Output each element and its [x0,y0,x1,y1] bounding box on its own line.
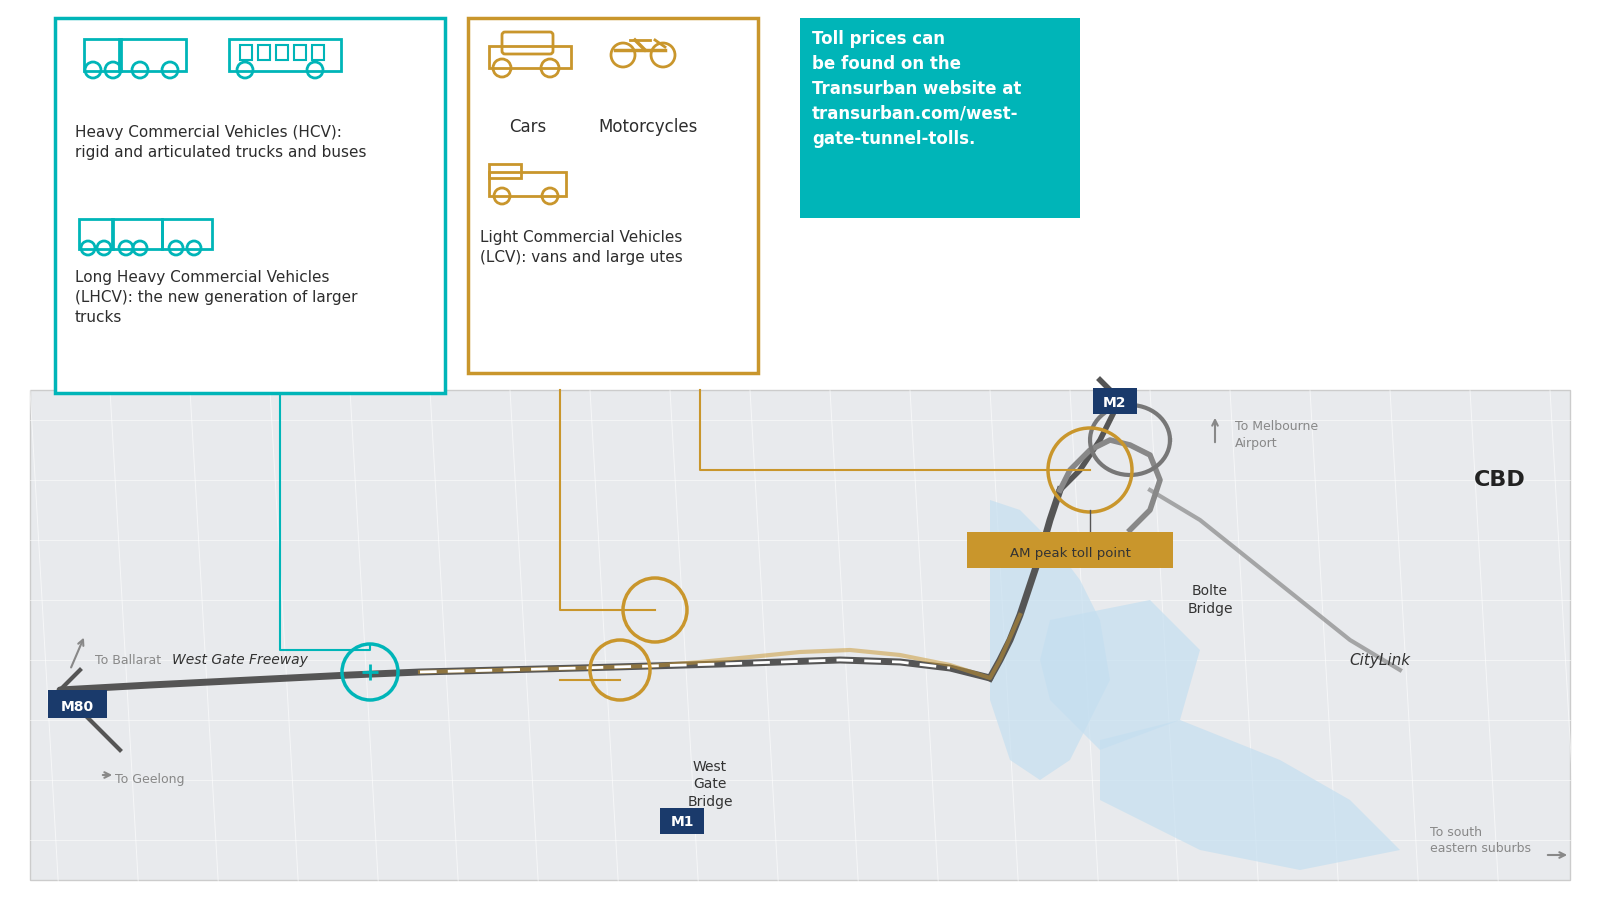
Text: Toll prices can
be found on the
Transurban website at
transurban.com/west-
gate-: Toll prices can be found on the Transurb… [813,30,1021,148]
Text: To Ballarat: To Ballarat [94,654,162,666]
Text: Bolte
Bridge: Bolte Bridge [1187,584,1232,615]
FancyBboxPatch shape [48,690,107,718]
FancyBboxPatch shape [30,390,1570,880]
Text: M2: M2 [1104,396,1126,410]
Polygon shape [1101,720,1400,870]
Text: To south
eastern suburbs: To south eastern suburbs [1430,825,1531,855]
Text: M80: M80 [61,700,93,714]
Text: West Gate Freeway: West Gate Freeway [173,653,307,667]
Text: West
Gate
Bridge: West Gate Bridge [688,760,733,809]
Text: CityLink: CityLink [1349,653,1411,667]
Text: CBD: CBD [1474,470,1526,490]
FancyBboxPatch shape [54,18,445,393]
Text: M1: M1 [670,815,694,829]
FancyBboxPatch shape [966,532,1173,568]
FancyBboxPatch shape [800,18,1080,218]
Text: Motorcycles: Motorcycles [598,118,698,136]
Text: To Melbourne
Airport: To Melbourne Airport [1235,421,1318,449]
FancyBboxPatch shape [661,808,704,834]
Polygon shape [1040,600,1200,750]
FancyBboxPatch shape [467,18,758,373]
Text: Long Heavy Commercial Vehicles
(LHCV): the new generation of larger
trucks: Long Heavy Commercial Vehicles (LHCV): t… [75,270,357,325]
Text: To Geelong: To Geelong [115,773,184,786]
Text: Light Commercial Vehicles
(LCV): vans and large utes: Light Commercial Vehicles (LCV): vans an… [480,230,683,265]
Text: Heavy Commercial Vehicles (HCV):
rigid and articulated trucks and buses: Heavy Commercial Vehicles (HCV): rigid a… [75,125,366,160]
Text: AM peak toll point: AM peak toll point [1010,547,1131,560]
FancyBboxPatch shape [1093,388,1138,414]
Polygon shape [990,500,1110,780]
Text: Cars: Cars [509,118,547,136]
